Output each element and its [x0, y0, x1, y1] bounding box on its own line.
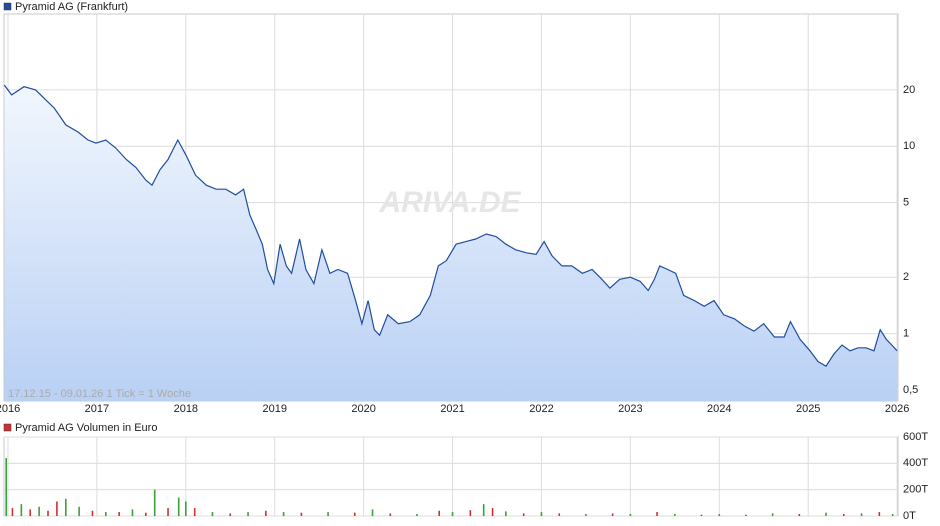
volume-bar — [64, 498, 67, 516]
volume-bar — [282, 512, 285, 516]
volume-bar — [745, 514, 747, 516]
volume-bar — [416, 514, 418, 516]
volume-bar — [5, 458, 8, 516]
volume-bar — [798, 514, 801, 516]
volume-bar — [11, 508, 14, 516]
volume-bar — [20, 504, 23, 516]
volume-bar — [91, 510, 94, 516]
volume-bar — [29, 509, 32, 516]
y-tick-label: 0T — [903, 510, 916, 522]
x-tick-label: 2020 — [351, 403, 375, 415]
volume-bar — [522, 513, 525, 516]
volume-bar — [540, 512, 543, 516]
volume-bar — [353, 512, 356, 516]
volume-bar — [438, 510, 441, 516]
volume-bar — [842, 514, 845, 516]
volume-bar — [860, 513, 863, 516]
volume-bar — [878, 512, 881, 516]
volume-panel — [3, 436, 899, 517]
volume-bar — [327, 512, 329, 516]
volume-bar — [56, 501, 58, 516]
x-tick-label: 2025 — [796, 403, 820, 415]
volume-bar — [145, 512, 147, 516]
price-line — [3, 84, 898, 368]
x-tick-label: 2016 — [0, 403, 20, 415]
price-area — [4, 85, 898, 401]
y-tick-label: 1 — [903, 328, 909, 340]
volume-bar — [656, 512, 658, 516]
volume-bar — [491, 508, 494, 516]
volume-bar — [153, 489, 156, 516]
volume-bar — [674, 514, 676, 516]
annotation: 17.12.15 - 09.01.26 1 Tick = 1 Woche — [8, 388, 191, 400]
volume-bar — [131, 509, 134, 516]
x-tick-label: 2026 — [885, 403, 909, 415]
volume-bar — [585, 514, 587, 516]
y-tick-label: 0,5 — [903, 384, 918, 396]
volume-bar — [505, 511, 507, 516]
legend-swatch — [3, 2, 12, 11]
x-tick-label: 2022 — [529, 403, 553, 415]
x-tick-label: 2021 — [440, 403, 464, 415]
volume-bar — [371, 509, 374, 516]
volume-bar — [718, 514, 721, 516]
volume-bar — [185, 501, 187, 516]
volume-bar — [38, 506, 40, 516]
volume-bar — [629, 514, 632, 516]
volume-bar — [47, 510, 49, 516]
x-tick-label: 2017 — [85, 403, 109, 415]
x-tick-label: 2024 — [707, 403, 731, 415]
volume-bar — [558, 513, 561, 516]
y-tick-label: 400T — [903, 457, 928, 469]
volume-bar — [389, 513, 392, 516]
x-tick-label: 2018 — [174, 403, 198, 415]
x-tick-label: 2023 — [618, 403, 642, 415]
volume-bar — [451, 512, 454, 516]
legend-label: Pyramid AG Volumen in Euro — [15, 422, 157, 434]
x-tick-label: 2019 — [262, 403, 286, 415]
y-tick-label: 5 — [903, 197, 909, 209]
volume-bar — [771, 513, 774, 516]
volume-bar — [265, 510, 267, 516]
y-tick-label: 20 — [903, 84, 915, 96]
volume-bar — [482, 504, 485, 516]
y-tick-label: 2 — [903, 271, 909, 283]
volume-bar — [891, 514, 894, 516]
volume-bar — [177, 497, 180, 516]
watermark: ARIVA.DE — [378, 186, 521, 219]
volume-bar — [105, 512, 107, 516]
volume-bar — [247, 512, 249, 516]
volume-bar — [825, 512, 827, 516]
y-tick-label: 200T — [903, 484, 928, 496]
volume-bar — [167, 508, 169, 516]
volume-bar — [611, 513, 614, 516]
volume-bar — [118, 512, 120, 516]
volume-bar — [229, 513, 232, 516]
volume-bar — [211, 512, 214, 516]
volume-bar — [300, 512, 303, 516]
y-tick-label: 10 — [903, 140, 915, 152]
volume-bar — [469, 510, 472, 516]
volume-bar — [193, 508, 196, 516]
y-tick-label: 600T — [903, 431, 928, 443]
legend-label: Pyramid AG (Frankfurt) — [15, 1, 128, 13]
volume-bar — [78, 506, 80, 516]
volume-bar — [700, 514, 703, 516]
legend-swatch — [3, 423, 12, 432]
